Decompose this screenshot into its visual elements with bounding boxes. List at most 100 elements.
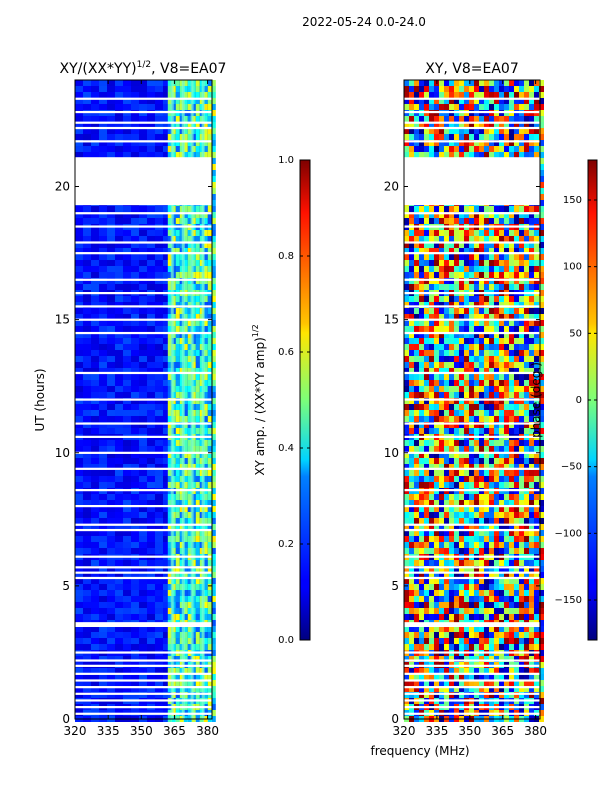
heatmap-cell xyxy=(139,98,147,104)
heatmap-cell xyxy=(203,314,208,320)
heatmap-cell xyxy=(147,386,155,392)
heatmap-cell xyxy=(534,524,539,530)
heatmap-cell xyxy=(203,572,208,578)
heatmap-cell xyxy=(479,446,484,452)
heatmap-cell xyxy=(404,548,409,554)
heatmap-cell xyxy=(409,524,414,530)
flagged-row xyxy=(75,278,212,281)
heatmap-cell xyxy=(539,488,544,494)
heatmap-cell xyxy=(404,332,409,338)
heatmap-cell xyxy=(489,350,494,356)
heatmap-cell xyxy=(434,392,439,398)
heatmap-cell xyxy=(489,392,494,398)
heatmap-cell xyxy=(75,416,83,422)
heatmap-cell xyxy=(404,212,409,218)
heatmap-cell xyxy=(183,608,188,614)
heatmap-cell xyxy=(147,536,155,542)
heatmap-cell xyxy=(115,236,123,242)
heatmap-cell xyxy=(147,422,155,428)
heatmap-cell xyxy=(509,284,514,290)
heatmap-cell xyxy=(211,626,216,632)
heatmap-cell xyxy=(494,362,499,368)
heatmap-cell xyxy=(207,98,212,104)
heatmap-cell xyxy=(183,368,188,374)
heatmap-cell xyxy=(469,122,474,128)
heatmap-cell xyxy=(499,206,504,212)
heatmap-cell xyxy=(514,302,519,308)
heatmap-cell xyxy=(191,398,196,404)
heatmap-cell xyxy=(454,350,459,356)
heatmap-cell xyxy=(524,356,529,362)
heatmap-cell xyxy=(489,368,494,374)
heatmap-cell xyxy=(75,422,83,428)
heatmap-cell xyxy=(479,356,484,362)
heatmap-cell xyxy=(499,446,504,452)
heatmap-cell xyxy=(123,548,131,554)
heatmap-cell xyxy=(83,140,91,146)
heatmap-cell xyxy=(115,518,123,524)
heatmap-cell xyxy=(75,80,83,86)
heatmap-cell xyxy=(123,344,131,350)
heatmap-cell xyxy=(139,260,147,266)
heatmap-cell xyxy=(454,524,459,530)
heatmap-cell xyxy=(409,296,414,302)
heatmap-cell xyxy=(489,242,494,248)
heatmap-cell xyxy=(539,344,544,350)
heatmap-cell xyxy=(167,404,172,410)
heatmap-cell xyxy=(404,320,409,326)
heatmap-cell xyxy=(409,398,414,404)
heatmap-cell xyxy=(99,680,107,686)
heatmap-cell xyxy=(459,482,464,488)
heatmap-cell xyxy=(449,500,454,506)
heatmap-cell xyxy=(107,410,115,416)
colorbar-tick-label: 0.4 xyxy=(278,443,294,454)
heatmap-cell xyxy=(91,230,99,236)
heatmap-cell xyxy=(83,152,91,158)
heatmap-cell xyxy=(75,524,83,530)
heatmap-cell xyxy=(439,518,444,524)
heatmap-cell xyxy=(459,542,464,548)
heatmap-cell xyxy=(509,560,514,566)
heatmap-cell xyxy=(419,500,424,506)
heatmap-cell xyxy=(171,578,176,584)
heatmap-cell xyxy=(484,332,489,338)
heatmap-cell xyxy=(539,218,544,224)
heatmap-cell xyxy=(499,548,504,554)
heatmap-cell xyxy=(171,422,176,428)
heatmap-cell xyxy=(99,494,107,500)
heatmap-cell xyxy=(171,410,176,416)
heatmap-cell xyxy=(524,392,529,398)
heatmap-cell xyxy=(429,566,434,572)
heatmap-cell xyxy=(83,308,91,314)
heatmap-cell xyxy=(195,350,200,356)
heatmap-cell xyxy=(524,404,529,410)
heatmap-cell xyxy=(187,206,192,212)
heatmap-cell xyxy=(167,674,172,680)
heatmap-cell xyxy=(107,440,115,446)
heatmap-cell xyxy=(147,584,155,590)
heatmap-cell xyxy=(534,134,539,140)
heatmap-cell xyxy=(155,524,163,530)
heatmap-cell xyxy=(404,440,409,446)
heatmap-cell xyxy=(107,536,115,542)
heatmap-cell xyxy=(479,482,484,488)
heatmap-cell xyxy=(187,332,192,338)
heatmap-cell xyxy=(449,302,454,308)
heatmap-cell xyxy=(419,536,424,542)
heatmap-cell xyxy=(171,368,176,374)
heatmap-cell xyxy=(131,416,139,422)
heatmap-cell xyxy=(99,416,107,422)
heatmap-cell xyxy=(187,302,192,308)
heatmap-cell xyxy=(91,350,99,356)
heatmap-cell xyxy=(203,530,208,536)
heatmap-cell xyxy=(504,362,509,368)
heatmap-cell xyxy=(499,116,504,122)
heatmap-cell xyxy=(91,572,99,578)
heatmap-cell xyxy=(479,386,484,392)
heatmap-cell xyxy=(539,200,544,206)
heatmap-cell xyxy=(187,254,192,260)
heatmap-cell xyxy=(207,368,212,374)
heatmap-cell xyxy=(499,410,504,416)
heatmap-cell xyxy=(155,380,163,386)
heatmap-cell xyxy=(163,206,171,212)
